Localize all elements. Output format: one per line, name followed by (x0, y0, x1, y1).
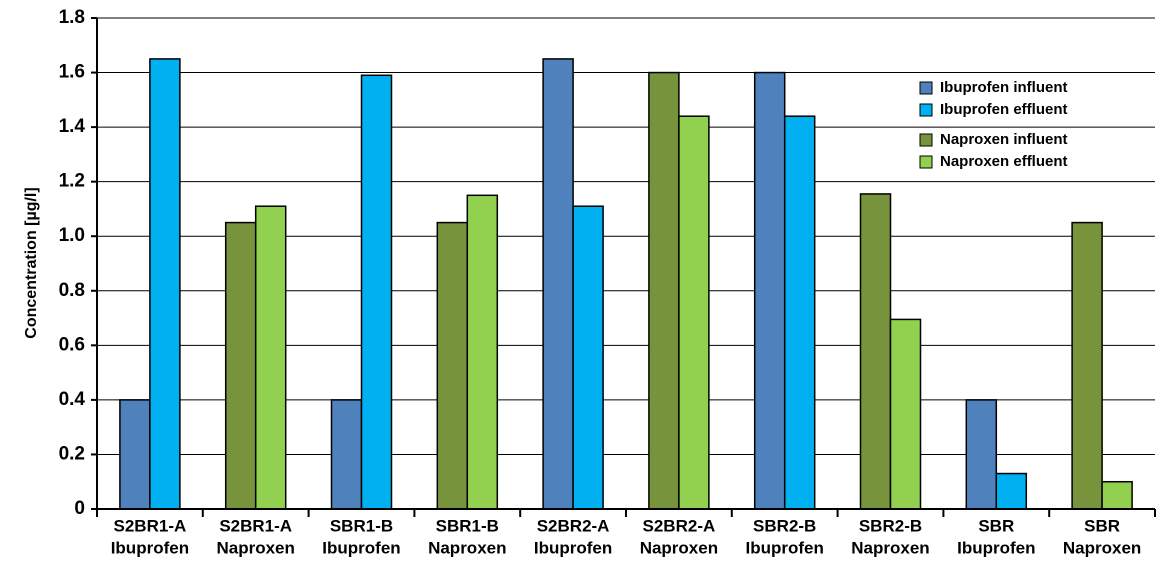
x-tick-label: Naproxen (1063, 538, 1141, 557)
bar (466, 194, 499, 510)
y-tick-label: 0.6 (59, 334, 85, 355)
bar (542, 58, 574, 510)
y-tick-label: 1.0 (59, 225, 85, 246)
x-tick-label: S2BR1-A (114, 516, 187, 535)
legend-swatch (919, 133, 933, 147)
legend-label: Ibuprofen effluent (940, 101, 1068, 118)
x-tick-label: S2BR2-A (643, 516, 716, 535)
y-axis-label: Concentration [µg/l] (23, 187, 40, 338)
legend-label: Ibuprofen influent (940, 79, 1067, 96)
bar (648, 71, 680, 510)
x-tick-label: S2BR1-A (219, 516, 292, 535)
x-tick-label: SBR (978, 516, 1014, 535)
bar (119, 399, 151, 510)
bar (360, 74, 393, 510)
y-tick-label: 1.4 (59, 116, 86, 137)
bar (436, 221, 469, 510)
legend-swatch (919, 103, 933, 117)
y-tick-label: 0.4 (59, 389, 86, 410)
x-tick-label: SBR (1084, 516, 1120, 535)
bar (995, 472, 1028, 510)
x-tick-label: Naproxen (640, 538, 718, 557)
bar (783, 115, 816, 510)
legend-swatch (919, 155, 933, 169)
bar (330, 399, 363, 510)
x-tick-label: SBR1-B (330, 516, 393, 535)
x-tick-label: Ibuprofen (322, 538, 400, 557)
x-tick-label: Naproxen (216, 538, 294, 557)
bar (753, 71, 786, 510)
y-tick-label: 1.6 (59, 62, 85, 83)
y-tick-label: 0.2 (59, 443, 85, 464)
x-tick-label: Naproxen (851, 538, 929, 557)
y-tick-label: 0 (74, 498, 85, 519)
bar (149, 58, 181, 510)
bar (1071, 221, 1103, 510)
legend-swatch (919, 81, 933, 95)
bar (889, 318, 922, 510)
x-tick-label: SBR2-B (859, 516, 922, 535)
bar (859, 193, 892, 510)
y-tick-label: 1.2 (59, 171, 85, 192)
x-tick-label: Ibuprofen (746, 538, 824, 557)
x-tick-label: Ibuprofen (957, 538, 1035, 557)
y-tick-label: 0.8 (59, 280, 85, 301)
x-tick-label: Naproxen (428, 538, 506, 557)
x-tick-label: SBR1-B (436, 516, 499, 535)
bar (965, 399, 998, 510)
legend-label: Naproxen effluent (940, 153, 1068, 170)
bar (224, 221, 257, 510)
x-tick-label: Ibuprofen (534, 538, 612, 557)
x-tick-label: Ibuprofen (111, 538, 189, 557)
x-tick-label: S2BR2-A (537, 516, 610, 535)
x-tick-label: SBR2-B (753, 516, 816, 535)
bar (254, 205, 287, 510)
legend-label: Naproxen influent (940, 131, 1068, 148)
bar (678, 115, 710, 510)
y-tick-label: 1.8 (59, 7, 85, 28)
bar (572, 205, 604, 510)
bar (1101, 480, 1133, 510)
